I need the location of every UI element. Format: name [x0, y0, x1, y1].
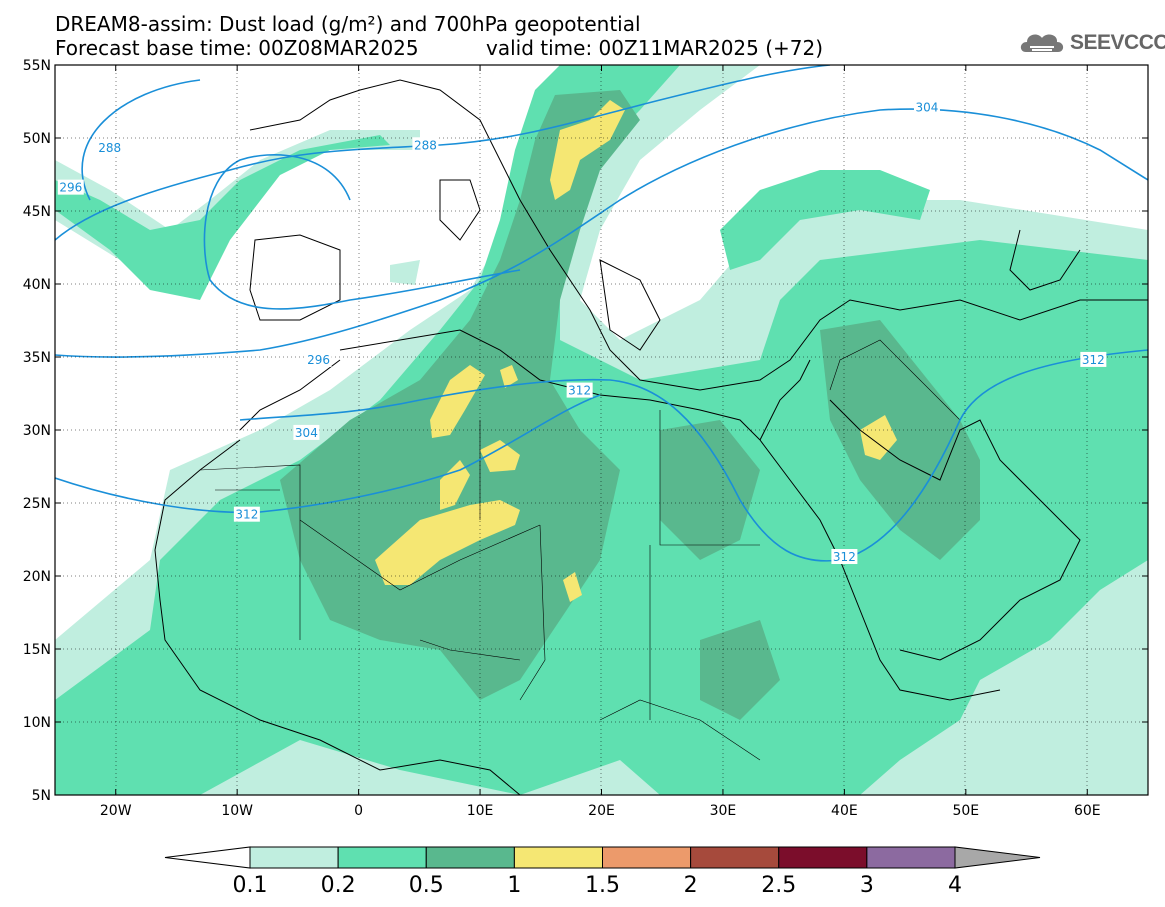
seevccc-logo: SEEVCCC: [1018, 26, 1165, 60]
contour-label-bg: [831, 549, 858, 565]
contour-296-west: [81, 79, 201, 201]
logo-text: SEEVCCC: [1070, 31, 1165, 54]
contour-label-bg: [412, 137, 439, 153]
lon-tick-label: 10W: [221, 803, 253, 819]
lon-tick-label: 20W: [100, 803, 132, 819]
cloud-icon: [1020, 34, 1064, 52]
contour-312: [239, 349, 1148, 562]
lat-tick-label: 15N: [23, 642, 51, 658]
contour-label: 296: [59, 181, 82, 195]
colorbar: 0.1 0.2 0.5 1 1.5 2 2.5 3 4: [164, 846, 1041, 898]
colorbar-label: 1: [507, 873, 521, 898]
contour-label: 312: [235, 508, 258, 522]
lat-tick-label: 35N: [23, 350, 51, 366]
lon-tick-label: 0: [354, 803, 363, 819]
colorbar-segment: [866, 846, 956, 869]
lat-tick-label: 40N: [23, 277, 51, 293]
colorbar-label: 0.5: [409, 873, 444, 898]
lat-tick-label: 30N: [23, 423, 51, 439]
lat-tick-label: 5N: [32, 788, 51, 804]
colorbar-label: 0.2: [321, 873, 356, 898]
contour-288-loop: [203, 153, 521, 310]
lon-tick-label: 40E: [831, 803, 858, 819]
colorbar-segment: [778, 846, 868, 869]
lon-tick-label: 30E: [710, 803, 737, 819]
latitude-ticks: 55N 50N 45N 40N 35N 30N 25N 20N 15N 10N 5N: [23, 58, 1148, 804]
colorbar-label: 4: [948, 873, 962, 898]
contour-label-bg: [233, 506, 260, 522]
dust-shading-peak: [375, 100, 897, 602]
contour-312-west: [55, 394, 601, 514]
lat-tick-label: 50N: [23, 131, 51, 147]
lat-tick-label: 45N: [23, 204, 51, 220]
contour-label: 288: [98, 141, 121, 155]
lat-tick-label: 55N: [23, 58, 51, 74]
contour-label: 304: [295, 426, 318, 440]
contour-label-bg: [57, 179, 84, 195]
lat-tick-label: 20N: [23, 569, 51, 585]
contour-label: 296: [307, 353, 330, 367]
contour-label: 288: [414, 138, 437, 152]
lon-tick-label: 50E: [952, 803, 979, 819]
contour-label-bg: [293, 424, 320, 440]
colorbar-label: 2.5: [761, 873, 796, 898]
valid-time: valid time: 00Z11MAR2025 (+72): [486, 36, 824, 60]
colorbar-segment: [425, 846, 515, 869]
contour-labels: 288 288 296 296 304 304 312 312 312 312: [57, 99, 1107, 565]
map-area: 288 288 296 296 304 304 312 312 312 312: [55, 65, 1148, 795]
forecast-base-time: Forecast base time: 00Z08MAR2025: [55, 36, 419, 60]
contour-label: 312: [568, 384, 591, 398]
contour-label-bg: [1080, 351, 1107, 367]
colorbar-segment: [602, 846, 692, 869]
contour-label: 312: [833, 550, 856, 564]
contour-label-bg: [566, 382, 593, 398]
colorbar-segment: [690, 846, 780, 869]
lon-tick-label: 60E: [1074, 803, 1101, 819]
colorbar-label: 3: [860, 873, 874, 898]
contour-label: 312: [1082, 353, 1105, 367]
contour-label-bg: [913, 99, 940, 115]
lat-tick-label: 10N: [23, 715, 51, 731]
colorbar-max-triangle: [954, 846, 1041, 869]
contour-label-bg: [96, 140, 123, 156]
contour-label-bg: [305, 351, 332, 367]
lon-tick-label: 10E: [467, 803, 494, 819]
colorbar-label: 0.1: [233, 873, 268, 898]
longitude-ticks: 20W 10W 0 10E 20E 30E 40E 50E 60E: [100, 65, 1101, 819]
colorbar-label: 2: [684, 873, 698, 898]
colorbar-segment: [249, 846, 339, 869]
colorbar-min-triangle: [164, 846, 251, 869]
lon-tick-label: 20E: [588, 803, 615, 819]
map-title: DREAM8-assim: Dust load (g/m²) and 700hP…: [55, 12, 641, 36]
colorbar-segment: [337, 846, 427, 869]
graticule: [55, 65, 1148, 795]
colorbar-segment: [513, 846, 603, 869]
contour-288: [55, 65, 831, 241]
contour-label: 304: [916, 100, 939, 114]
lat-tick-label: 25N: [23, 496, 51, 512]
coastlines: [154, 79, 1148, 795]
colorbar-label: 1.5: [585, 873, 620, 898]
